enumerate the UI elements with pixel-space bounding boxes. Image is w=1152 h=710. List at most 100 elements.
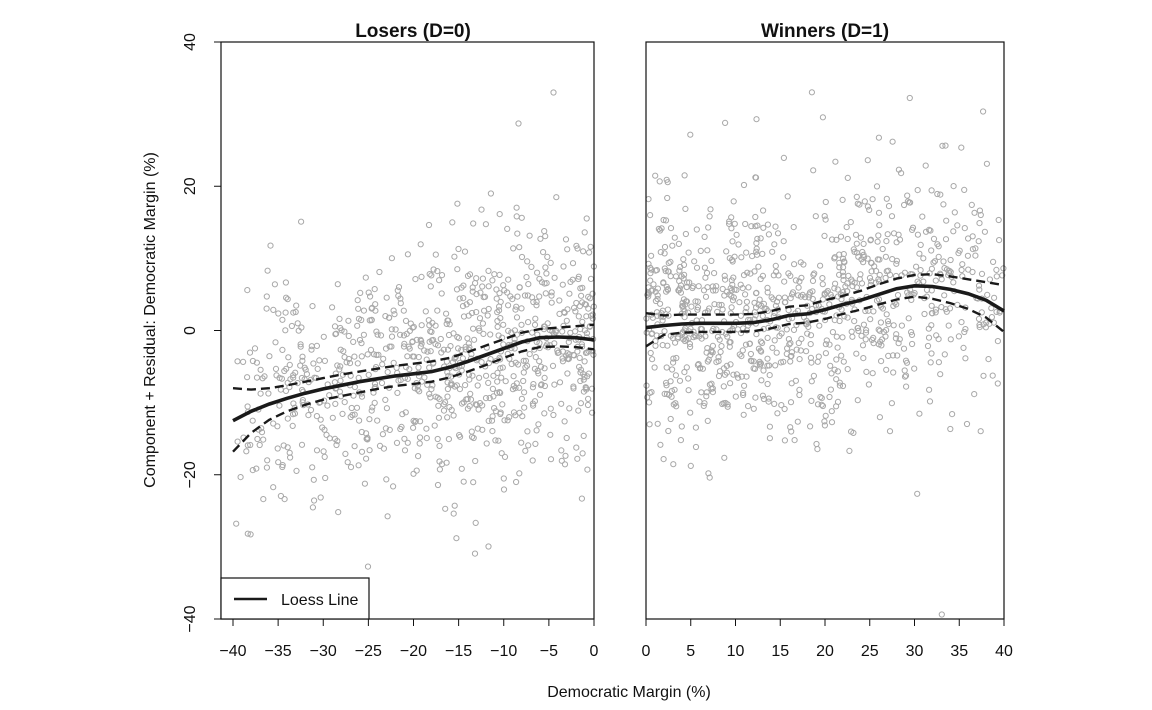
scatter-point [421,347,428,354]
scatter-point [692,443,700,451]
scatter-point [792,277,800,284]
scatter-point [848,328,855,335]
scatter-point [718,343,725,350]
scatter-point [685,375,692,382]
scatter-point [646,399,653,406]
scatter-point [937,371,944,378]
scatter-point [541,365,548,372]
scatter-point [401,340,408,347]
scatter-point [313,447,321,454]
scatter-point [543,280,550,287]
scatter-point [504,289,511,296]
scatter-point [487,190,494,197]
scatter-point [454,333,461,341]
scatter-point [502,378,509,385]
scatter-point [587,295,594,302]
scatter-point [501,417,508,424]
scatter-point [474,382,481,389]
scatter-point [724,401,731,408]
scatter-point [244,287,251,294]
scatter-point [551,340,558,347]
scatter-point [290,372,297,379]
scatter-point [547,405,554,412]
scatter-point [581,358,588,365]
scatter-point [496,271,503,278]
scatter-point [509,386,517,393]
scatter-point [755,263,762,270]
scatter-point [950,279,957,286]
scatter-point [971,209,978,216]
scatter-point [903,383,910,390]
scatter-point [337,377,344,384]
scatter-point [445,372,452,379]
scatter-point [264,457,271,464]
scatter-point [821,213,828,220]
scatter-point [778,402,785,409]
scatter-point [669,366,676,373]
scatter-point [496,211,503,218]
scatter-point [772,362,779,369]
scatter-point [869,196,876,203]
scatter-point [388,343,395,350]
scatter-point [524,428,531,435]
scatter-point [860,259,867,266]
x-tick-label: 40 [995,643,1013,660]
scatter-point [877,319,885,326]
scatter-point [397,300,404,307]
scatter-point [702,293,710,300]
scatter-point [927,227,934,234]
scatter-point [458,346,465,354]
scatter-point [344,459,351,466]
scatter-point [409,338,416,345]
scatter-point [687,343,694,350]
scatter-point [934,190,941,198]
scatter-point [374,417,381,424]
scatter-point [824,287,831,295]
scatter-point [926,386,933,393]
scatter-point [569,260,577,267]
scatter-point [958,266,965,274]
scatter-point [680,336,687,343]
scatter-point [584,349,591,356]
scatter-point [391,311,398,318]
x-tick-label: 10 [727,643,745,660]
scatter-point [588,385,596,392]
scatter-point [368,407,375,414]
scatter-point [928,247,935,254]
scatter-point [681,369,688,376]
scatter-point [564,370,571,377]
scatter-point [752,312,759,319]
scatter-point [572,308,579,315]
scatter-point [586,323,594,330]
scatter-point [928,187,935,194]
x-axis-winners: 0 5 10 15 20 25 30 35 40 [642,619,1013,660]
scatter-point [743,249,750,256]
scatter-point [807,289,814,296]
scatter-point [662,217,670,224]
scatter-point [821,232,828,239]
scatter-point [390,483,397,490]
scatter-point [895,340,902,347]
scatter-point [862,336,869,343]
scatter-point [722,276,729,283]
scatter-point [822,198,829,206]
scatter-point [836,259,843,266]
scatter-point [499,364,506,371]
scatter-point [710,287,717,294]
scatter-point [491,405,498,412]
scatter-point [323,431,330,438]
scatter-point [573,444,580,451]
scatter-point [703,349,710,356]
scatter-point [760,395,768,403]
scatter-point [982,324,990,331]
scatter-point [803,317,810,324]
scatter-point [284,296,291,303]
scatter-point [829,329,837,336]
scatter-point [739,285,746,292]
scatter-point [780,254,787,261]
scatter-point [562,236,570,243]
scatter-point [368,316,375,323]
scatter-point [860,240,867,247]
scatter-point [271,281,278,288]
scatter-point [358,353,365,360]
